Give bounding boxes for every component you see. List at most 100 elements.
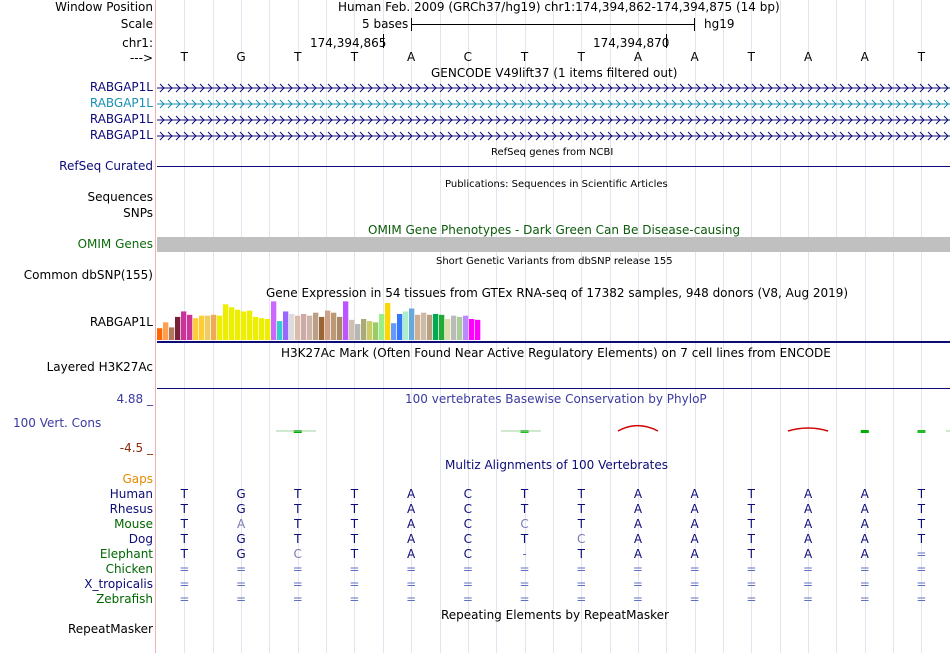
gtex-tissue-bar[interactable] <box>337 316 343 340</box>
multiz-title[interactable]: Multiz Alignments of 100 Vertebrates <box>445 458 669 472</box>
gtex-tissue-bar[interactable] <box>223 304 229 340</box>
gtex-tissue-bar[interactable] <box>385 303 391 340</box>
gtex-tissue-bar[interactable] <box>367 321 373 340</box>
gtex-tissue-bar[interactable] <box>307 315 313 340</box>
gencode-transcript-track[interactable] <box>157 82 950 94</box>
gtex-tissue-bar[interactable] <box>163 322 169 340</box>
gtex-tissue-bar[interactable] <box>439 314 445 340</box>
gtex-tissue-bar[interactable] <box>469 319 475 340</box>
gencode-transcript-label[interactable]: RABGAP1L <box>89 80 153 94</box>
refseq-title[interactable]: RefSeq genes from NCBI <box>491 147 614 158</box>
gtex-tissue-bar[interactable] <box>421 312 427 340</box>
gencode-transcript-label[interactable]: RABGAP1L <box>89 112 153 126</box>
gtex-tissue-bar[interactable] <box>463 315 469 340</box>
gtex-tissue-bar[interactable] <box>343 301 349 340</box>
publications-sequences-label[interactable]: Sequences <box>87 190 153 204</box>
gtex-tissue-bar[interactable] <box>253 316 259 340</box>
gtex-tissue-bar[interactable] <box>205 315 211 340</box>
multiz-species-label[interactable]: Zebrafish <box>96 592 153 606</box>
phylop-peak[interactable] <box>787 427 829 432</box>
multiz-species-label[interactable]: Human <box>109 487 153 501</box>
gtex-tissue-bar[interactable] <box>445 319 451 340</box>
multiz-species-label[interactable]: Rhesus <box>109 502 153 516</box>
gtex-tissue-bar[interactable] <box>361 319 367 340</box>
gtex-tissue-bar[interactable] <box>349 319 355 340</box>
gtex-tissue-bar[interactable] <box>325 310 331 340</box>
repeatmasker-title[interactable]: Repeating Elements by RepeatMasker <box>441 608 669 622</box>
gencode-transcript-track[interactable] <box>157 98 950 110</box>
gtex-tissue-bar[interactable] <box>355 324 361 340</box>
omim-title[interactable]: OMIM Gene Phenotypes - Dark Green Can Be… <box>368 223 741 237</box>
gtex-tissue-bar[interactable] <box>331 312 337 340</box>
repeatmasker-label[interactable]: RepeatMasker <box>67 622 153 636</box>
gtex-tissue-bar[interactable] <box>175 316 181 340</box>
omim-label[interactable]: OMIM Genes <box>77 237 153 251</box>
refseq-gene-line[interactable] <box>157 166 950 167</box>
multiz-species-label[interactable]: Elephant <box>99 547 153 561</box>
refseq-label[interactable]: RefSeq Curated <box>59 159 153 173</box>
phylop-score-mark[interactable] <box>917 430 926 433</box>
phylop-plot[interactable] <box>156 395 950 455</box>
h3k27ac-label[interactable]: Layered H3K27Ac <box>46 360 153 374</box>
gtex-tissue-bar[interactable] <box>415 314 421 340</box>
gtex-tissue-bar[interactable] <box>157 328 163 340</box>
publications-title[interactable]: Publications: Sequences in Scientific Ar… <box>445 179 668 190</box>
gtex-tissue-bar[interactable] <box>181 311 187 340</box>
phylop-label[interactable]: 100 Vert. Cons <box>13 416 102 430</box>
gtex-tissue-bar[interactable] <box>391 323 397 340</box>
gtex-tissue-bar[interactable] <box>301 313 307 340</box>
gencode-transcript-track[interactable] <box>157 114 950 126</box>
gtex-tissue-bar[interactable] <box>229 307 235 340</box>
gtex-tissue-bar[interactable] <box>397 313 403 340</box>
gtex-tissue-bar[interactable] <box>373 322 379 340</box>
publications-snps-label[interactable]: SNPs <box>123 206 153 220</box>
multiz-species-label[interactable]: Dog <box>128 532 153 546</box>
phylop-peak[interactable] <box>617 424 659 432</box>
gtex-tissue-bar[interactable] <box>409 308 415 341</box>
gtex-tissue-bar[interactable] <box>271 301 277 340</box>
gtex-tissue-bar[interactable] <box>295 315 301 340</box>
gtex-tissue-bar[interactable] <box>193 318 199 340</box>
gtex-tissue-bar[interactable] <box>235 309 241 340</box>
gtex-tissue-bar[interactable] <box>277 321 283 340</box>
gtex-tissue-bar[interactable] <box>265 319 271 340</box>
multiz-species-label[interactable]: X_tropicalis <box>84 577 153 591</box>
gtex-tissue-bar[interactable] <box>247 310 253 340</box>
gtex-label[interactable]: RABGAP1L <box>89 315 153 329</box>
gtex-tissue-bar[interactable] <box>259 318 265 340</box>
omim-gene-bar[interactable] <box>157 237 950 252</box>
gtex-tissue-bar[interactable] <box>199 315 205 340</box>
gtex-tissue-bar[interactable] <box>169 327 175 340</box>
dbsnp-label[interactable]: Common dbSNP(155) <box>23 268 153 282</box>
gtex-tissue-bar[interactable] <box>211 314 217 340</box>
gtex-bar-chart[interactable] <box>155 298 555 343</box>
phylop-score-mark[interactable] <box>860 430 869 433</box>
gtex-tissue-bar[interactable] <box>379 313 385 340</box>
gencode-transcript-label[interactable]: RABGAP1L <box>89 128 153 142</box>
multiz-species-label[interactable]: Chicken <box>105 562 153 576</box>
strand-chevron <box>471 83 477 93</box>
gtex-tissue-bar[interactable] <box>289 313 295 340</box>
multiz-species-label[interactable]: Mouse <box>114 517 153 531</box>
gtex-tissue-bar[interactable] <box>427 314 433 340</box>
gtex-tissue-bar[interactable] <box>313 312 319 340</box>
gtex-tissue-bar[interactable] <box>283 311 289 340</box>
gtex-tissue-bar[interactable] <box>241 311 247 340</box>
gtex-tissue-bar[interactable] <box>217 315 223 340</box>
gtex-tissue-bar[interactable] <box>451 315 457 340</box>
gtex-tissue-bar[interactable] <box>457 316 463 340</box>
gencode-transcript-track[interactable] <box>157 130 950 142</box>
gtex-tissue-bar[interactable] <box>403 311 409 340</box>
gtex-title[interactable]: Gene Expression in 54 tissues from GTEx … <box>266 286 849 300</box>
gtex-tissue-bar[interactable] <box>319 316 325 340</box>
gencode-transcript-label[interactable]: RABGAP1L <box>89 96 153 110</box>
phylop-title[interactable]: 100 vertebrates Basewise Conservation by… <box>405 392 707 406</box>
gtex-tissue-bar[interactable] <box>475 319 481 340</box>
window-position-value[interactable]: Human Feb. 2009 (GRCh37/hg19) chr1:174,3… <box>338 0 780 14</box>
gencode-title[interactable]: GENCODE V49lift37 (1 items filtered out) <box>431 66 678 80</box>
gtex-tissue-bar[interactable] <box>433 313 439 340</box>
gtex-tissue-bar[interactable] <box>187 314 193 340</box>
h3k27ac-title[interactable]: H3K27Ac Mark (Often Found Near Active Re… <box>281 346 831 360</box>
strand-chevron <box>727 115 733 125</box>
dbsnp-title[interactable]: Short Genetic Variants from dbSNP releas… <box>436 256 673 267</box>
